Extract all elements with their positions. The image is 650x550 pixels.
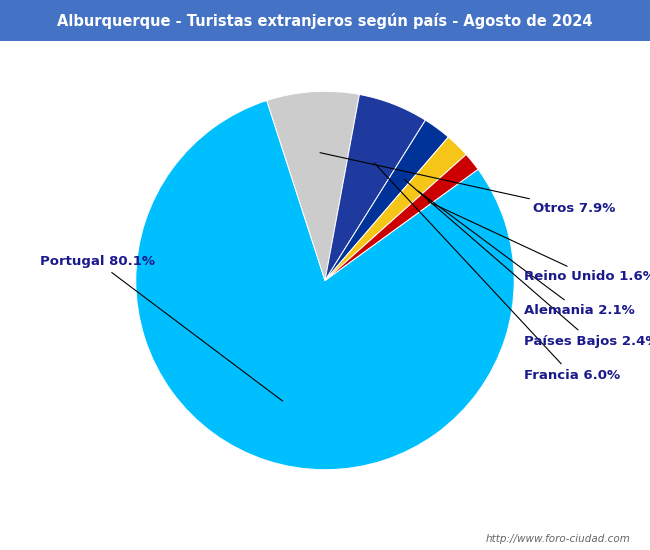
Text: Alburquerque - Turistas extranjeros según país - Agosto de 2024: Alburquerque - Turistas extranjeros segú… (57, 13, 593, 29)
Text: Francia 6.0%: Francia 6.0% (374, 163, 620, 382)
Text: Países Bajos 2.4%: Países Bajos 2.4% (404, 179, 650, 348)
Wedge shape (325, 95, 426, 280)
Wedge shape (325, 120, 448, 280)
Wedge shape (325, 137, 466, 280)
Wedge shape (136, 101, 514, 470)
Text: Otros 7.9%: Otros 7.9% (320, 153, 616, 215)
Text: Alemania 2.1%: Alemania 2.1% (418, 191, 634, 317)
Text: Reino Unido 1.6%: Reino Unido 1.6% (428, 201, 650, 283)
Wedge shape (266, 91, 359, 280)
Text: Portugal 80.1%: Portugal 80.1% (40, 255, 283, 401)
Text: http://www.foro-ciudad.com: http://www.foro-ciudad.com (486, 535, 630, 544)
Wedge shape (325, 155, 478, 280)
